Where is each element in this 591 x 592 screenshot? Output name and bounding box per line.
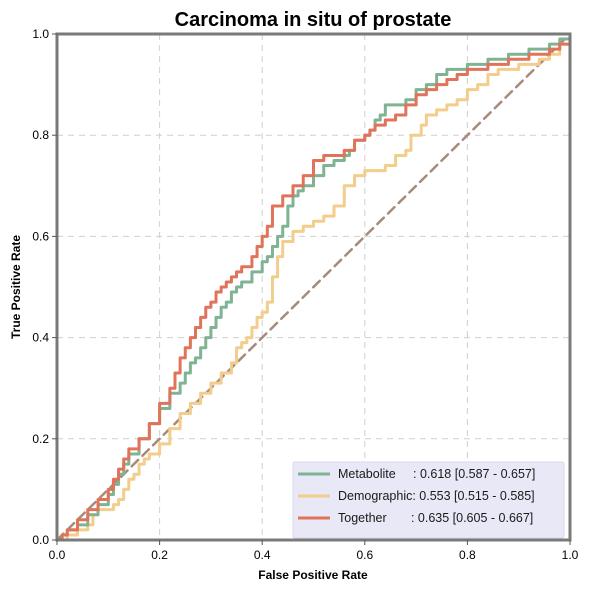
y-tick-label: 0.6 (32, 229, 49, 243)
series-layer (55, 32, 572, 542)
chance-diagonal-line (55, 32, 572, 542)
legend-label-metabolite: Metabolite : 0.618 [0.587 - 0.657] (338, 467, 535, 481)
axis-ticks: 0.0 0.2 0.4 0.6 0.8 1.0 0.0 0.2 0.4 0.6 0.8 1.0 (32, 27, 578, 562)
legend-label-demographic: Demographic: 0.553 [0.515 - 0.585] (338, 489, 535, 503)
series-line-demographic (55, 32, 572, 542)
legend: Metabolite : 0.618 [0.587 - 0.657] Demogr… (292, 461, 565, 539)
y-tick-label: 0.4 (32, 331, 49, 345)
x-tick-label: 0.6 (356, 548, 373, 562)
y-tick-label: 0.8 (32, 128, 49, 142)
x-tick-label: 0.4 (254, 548, 271, 562)
grid-lines (57, 34, 570, 540)
series-line-together (55, 32, 572, 542)
x-tick-label: 0.0 (49, 548, 66, 562)
y-tick-label: 1.0 (32, 27, 49, 41)
x-tick-label: 0.2 (151, 548, 168, 562)
y-tick-label: 0.0 (32, 533, 49, 547)
y-axis-label: True Positive Rate (9, 235, 23, 339)
legend-box (292, 461, 565, 539)
plot-frame (55, 32, 572, 542)
series-line-metabolite (55, 32, 572, 542)
x-tick-label: 0.8 (459, 548, 476, 562)
chart-title: Carcinoma in situ of prostate (175, 9, 452, 31)
legend-label-together: Together : 0.635 [0.605 - 0.667] (338, 511, 533, 525)
x-tick-label: 1.0 (562, 548, 579, 562)
x-axis-label: False Positive Rate (258, 568, 368, 582)
y-tick-label: 0.2 (32, 432, 49, 446)
